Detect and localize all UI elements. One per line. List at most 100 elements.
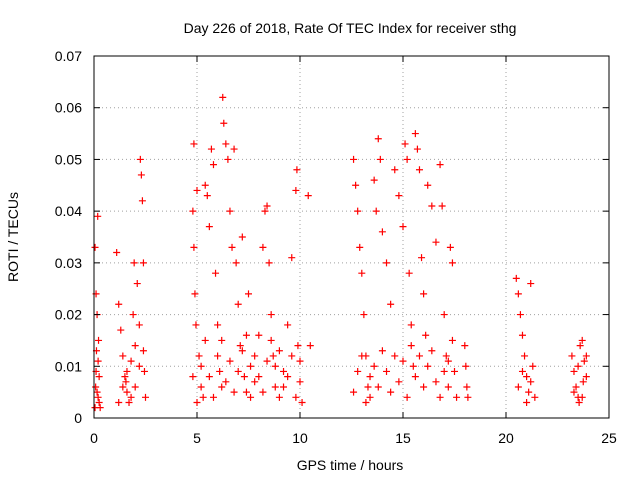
data-point <box>576 342 584 350</box>
data-point <box>391 166 399 174</box>
data-point <box>275 347 283 355</box>
data-point <box>222 140 230 148</box>
data-point <box>293 166 301 174</box>
data-point <box>415 352 423 360</box>
data-point <box>403 155 411 163</box>
y-tick-label: 0 <box>74 410 82 426</box>
data-point <box>92 383 100 391</box>
data-point <box>366 373 374 381</box>
y-tick-label: 0.01 <box>55 358 82 374</box>
data-point <box>461 342 469 350</box>
grid <box>94 56 609 418</box>
data-point <box>222 378 230 386</box>
data-point <box>197 362 205 370</box>
data-point <box>438 202 446 210</box>
data-point <box>350 388 358 396</box>
data-point <box>94 357 102 365</box>
data-point <box>405 269 413 277</box>
data-point <box>135 321 143 329</box>
data-point <box>582 373 590 381</box>
data-point <box>370 176 378 184</box>
data-point <box>518 331 526 339</box>
data-point <box>514 290 522 298</box>
y-axis-label: ROTI / TECUs <box>5 192 21 282</box>
data-point <box>292 186 300 194</box>
data-point <box>362 398 370 406</box>
x-tick-label: 10 <box>292 430 308 446</box>
data-point <box>370 362 378 370</box>
data-point <box>207 145 215 153</box>
data-point <box>228 243 236 251</box>
data-point <box>137 171 145 179</box>
data-point <box>413 145 421 153</box>
data-point <box>420 383 428 391</box>
data-point <box>219 93 227 101</box>
data-point <box>518 367 526 375</box>
data-point <box>572 383 580 391</box>
data-point <box>436 393 444 401</box>
data-point <box>125 398 133 406</box>
x-tick-label: 0 <box>90 430 98 446</box>
data-point <box>95 398 103 406</box>
data-point <box>245 290 252 298</box>
data-point <box>212 269 220 277</box>
data-point <box>399 223 407 231</box>
data-point <box>130 259 138 267</box>
data-point <box>411 130 419 138</box>
data-point <box>464 393 472 401</box>
data-point <box>453 393 461 401</box>
data-point <box>259 388 267 396</box>
data-point <box>140 367 148 375</box>
data-point <box>94 212 102 220</box>
data-point <box>403 393 411 401</box>
data-point <box>95 336 103 344</box>
data-point <box>226 207 234 215</box>
data-point <box>142 393 149 401</box>
data-point <box>580 357 588 365</box>
data-point <box>230 145 238 153</box>
data-point <box>531 393 539 401</box>
data-point <box>364 383 372 391</box>
data-point <box>234 300 242 308</box>
data-point <box>288 254 296 262</box>
data-point <box>127 357 135 365</box>
data-point <box>440 311 448 319</box>
data-point <box>304 192 312 200</box>
data-point <box>570 367 578 375</box>
data-point <box>131 342 139 350</box>
x-axis-label: GPS time / hours <box>297 457 404 473</box>
data-point <box>372 207 380 215</box>
data-point <box>136 155 144 163</box>
data-point <box>570 388 578 396</box>
data-point <box>428 347 436 355</box>
data-point <box>354 207 362 215</box>
data-point <box>267 336 275 344</box>
data-point <box>133 280 141 288</box>
data-point <box>123 367 131 375</box>
data-point <box>378 228 386 236</box>
data-point <box>218 336 226 344</box>
data-point <box>420 290 428 298</box>
data-point <box>294 342 302 350</box>
data-point <box>428 202 436 210</box>
data-point <box>199 393 207 401</box>
data-point <box>255 331 263 339</box>
data-point <box>226 357 234 365</box>
data-point <box>582 352 590 360</box>
data-point <box>383 259 391 267</box>
data-point <box>190 140 198 148</box>
data-point <box>190 243 198 251</box>
data-point <box>255 373 263 381</box>
data-point <box>195 352 203 360</box>
data-point <box>247 362 255 370</box>
data-point <box>138 197 146 205</box>
data-point <box>415 166 423 174</box>
plot-frame <box>93 55 610 419</box>
data-point <box>209 161 217 169</box>
data-point <box>284 321 292 329</box>
data-point <box>432 238 440 246</box>
data-point <box>123 388 131 396</box>
data-point <box>440 367 448 375</box>
x-tick-label: 5 <box>193 430 201 446</box>
